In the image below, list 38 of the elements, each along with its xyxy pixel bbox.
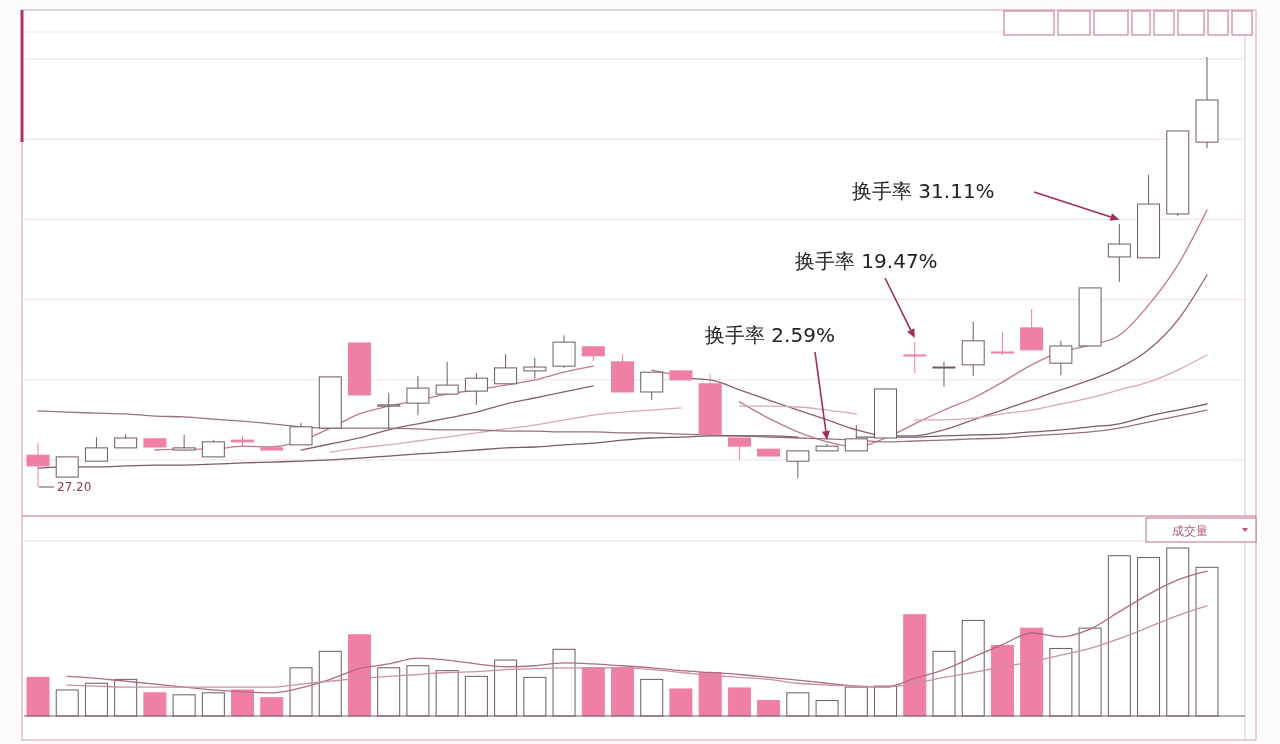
candlestick	[903, 341, 927, 374]
candlestick	[464, 372, 488, 406]
annotation: 换手率 2.59%	[705, 323, 835, 347]
annotation: 换手率 19.47%	[795, 249, 938, 273]
bar	[611, 667, 634, 717]
annotation: 27.20	[57, 480, 92, 494]
candlestick	[523, 357, 547, 379]
candlestick	[727, 437, 751, 461]
candlestick	[172, 434, 196, 452]
candlestick	[990, 331, 1014, 356]
bar	[698, 671, 722, 717]
bar	[1020, 627, 1044, 717]
candlestick	[377, 392, 401, 430]
candlestick	[435, 361, 459, 395]
candlestick	[84, 436, 108, 462]
candlestick	[494, 353, 518, 385]
bar	[26, 676, 50, 717]
bar	[990, 644, 1014, 717]
candlestick	[844, 424, 868, 452]
text: 成交量	[1172, 524, 1208, 538]
candlestick	[932, 361, 956, 388]
candlestick	[1049, 340, 1073, 376]
bar	[260, 697, 284, 717]
bar	[581, 667, 605, 717]
candlestick	[1107, 223, 1131, 283]
bar	[727, 687, 751, 717]
bar	[903, 614, 927, 717]
annotation: 换手率 31.11%	[852, 179, 995, 203]
candlestick	[640, 371, 664, 401]
bar	[669, 688, 693, 717]
bar	[347, 634, 371, 717]
candlestick	[289, 422, 313, 446]
candlestick	[786, 450, 810, 479]
bar	[143, 692, 167, 717]
bar	[757, 700, 781, 717]
bar	[231, 689, 255, 717]
candlestick	[406, 375, 430, 416]
candlestick	[1020, 308, 1044, 351]
